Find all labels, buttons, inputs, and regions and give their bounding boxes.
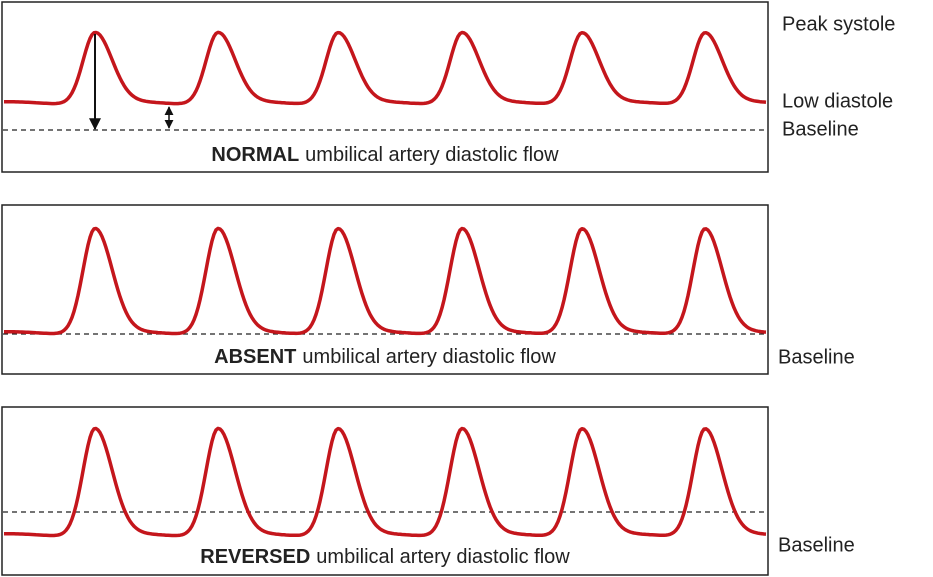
waveform [4, 30, 767, 106]
waveform [4, 426, 767, 538]
caption-rest: umbilical artery diastolic flow [305, 144, 559, 166]
side-label: Baseline [778, 534, 855, 556]
caption-bold: ABSENT [214, 346, 296, 368]
waveform [4, 226, 767, 336]
panel-frame [1, 204, 769, 375]
panel-frame [1, 1, 769, 173]
caption-bold: REVERSED [200, 546, 310, 568]
caption-rest: umbilical artery diastolic flow [302, 346, 556, 368]
caption-rest: umbilical artery diastolic flow [316, 546, 570, 568]
caption: NORMAL umbilical artery diastolic flow [211, 144, 559, 166]
side-label: Baseline [778, 346, 855, 368]
side-label: Low diastole [782, 90, 893, 112]
side-label: Baseline [782, 118, 859, 140]
panel-frame [1, 406, 769, 576]
caption-bold: NORMAL [211, 144, 299, 166]
caption: REVERSED umbilical artery diastolic flow [200, 546, 570, 568]
caption: ABSENT umbilical artery diastolic flow [214, 346, 556, 368]
side-label: Peak systole [782, 13, 895, 35]
